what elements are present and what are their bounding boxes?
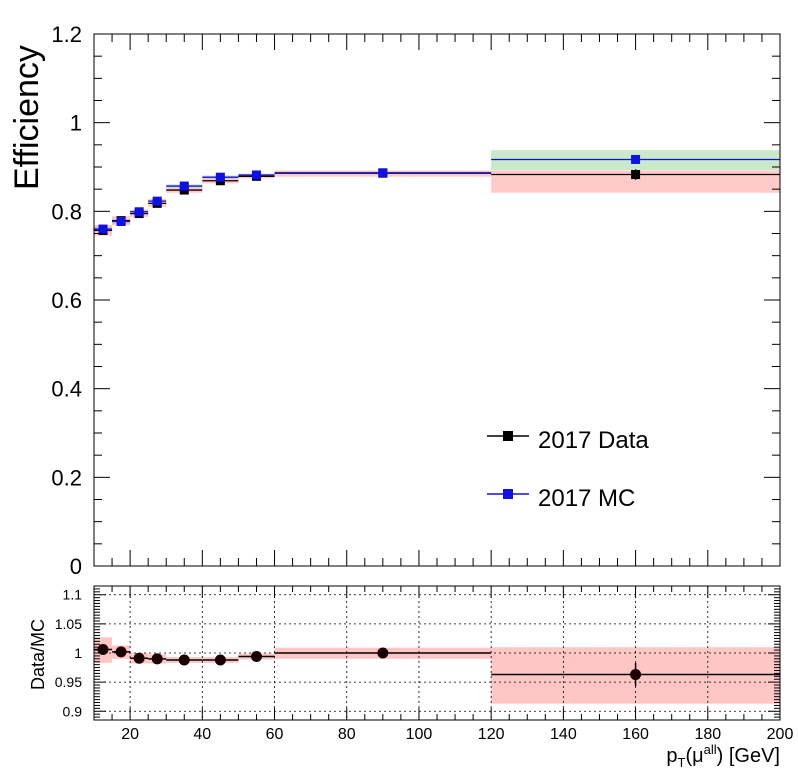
x-tick-label: 160: [622, 726, 649, 743]
mc-point-7: [378, 168, 388, 178]
ratio-y-tick-label: 0.95: [55, 674, 82, 690]
efficiency-panel: 0 0.2 0.4 0.6 0.8 1 1.2 Efficiency 2017 Data 2…: [8, 22, 781, 579]
legend-marker-data: [503, 431, 513, 441]
mc-point-2: [134, 207, 144, 217]
ratio-point-5: [214, 654, 226, 666]
y-tick-label: 0: [70, 554, 82, 579]
uncertainty-bands: [94, 150, 780, 236]
mc-point-0: [98, 224, 108, 234]
ratio-point-6: [250, 650, 262, 662]
x-tick-label: 40: [193, 726, 211, 743]
ratio-point-7: [377, 647, 389, 659]
legend: 2017 Data 2017 MC: [487, 427, 649, 512]
y-tick-label: 1: [70, 111, 82, 136]
x-axis-title-mu: (μ: [685, 745, 703, 767]
y-tick-labels: 0 0.2 0.4 0.6 0.8 1 1.2: [51, 22, 82, 579]
legend-marker-mc: [503, 489, 513, 499]
mc-point-3: [152, 196, 162, 206]
y-tick-label: 0.6: [51, 288, 82, 313]
x-axis-title: pT(μall) [GeV]: [666, 742, 780, 770]
axis-ticks: [93, 33, 781, 567]
ratio-y-tick-label: 1: [74, 645, 82, 661]
x-tick-label: 60: [266, 726, 284, 743]
plot-frame: [93, 33, 781, 567]
mc-point-5: [215, 172, 225, 182]
mc-point-4: [179, 181, 189, 191]
x-tick-labels: 20 40 60 80 100 120 140 160 180 200: [121, 726, 793, 743]
ratio-axis-ticks: [93, 585, 781, 721]
ratio-y-tick-label: 0.9: [63, 703, 83, 719]
y-tick-label: 0.4: [51, 377, 82, 402]
y-tick-label: 0.8: [51, 199, 82, 224]
ratio-y-tick-label: 1.05: [55, 616, 82, 632]
mc-point-8: [631, 154, 641, 164]
ratio-point-1: [115, 646, 127, 658]
ratio-point-4: [178, 654, 190, 666]
y-tick-label: 1.2: [51, 22, 82, 47]
x-tick-label: 180: [694, 726, 721, 743]
data-band-8: [491, 170, 780, 193]
ratio-point-0: [97, 644, 109, 656]
data-series: [94, 154, 780, 235]
ratio-y-tick-labels: 0.9 0.95 1 1.05 1.1: [55, 587, 82, 720]
y-axis-title: Efficiency: [8, 45, 46, 190]
x-tick-label: 80: [338, 726, 356, 743]
ratio-uncertainty-bands: [94, 637, 780, 704]
data-point-8: [631, 170, 641, 180]
x-axis-title-sup: all: [704, 742, 717, 757]
x-axis-title-main: p: [666, 745, 677, 767]
x-tick-label: 200: [767, 726, 794, 743]
legend-label-mc: 2017 MC: [538, 485, 635, 512]
mc-point-6: [251, 170, 261, 180]
x-axis-title-tail: ) [GeV]: [717, 745, 780, 767]
x-tick-label: 20: [121, 726, 139, 743]
ratio-y-tick-label: 1.1: [63, 587, 83, 603]
x-tick-label: 140: [550, 726, 577, 743]
x-axis-title-sub: T: [677, 755, 685, 770]
ratio-point-8: [630, 669, 642, 681]
y-tick-label: 0.2: [51, 465, 82, 490]
mc-point-1: [116, 217, 126, 227]
ratio-series: [94, 644, 780, 687]
legend-label-data: 2017 Data: [538, 427, 649, 454]
ratio-point-3: [151, 653, 163, 665]
x-tick-label: 120: [478, 726, 505, 743]
ratio-y-axis-title: Data/MC: [28, 619, 48, 690]
ratio-point-2: [133, 652, 145, 664]
x-tick-label: 100: [406, 726, 433, 743]
